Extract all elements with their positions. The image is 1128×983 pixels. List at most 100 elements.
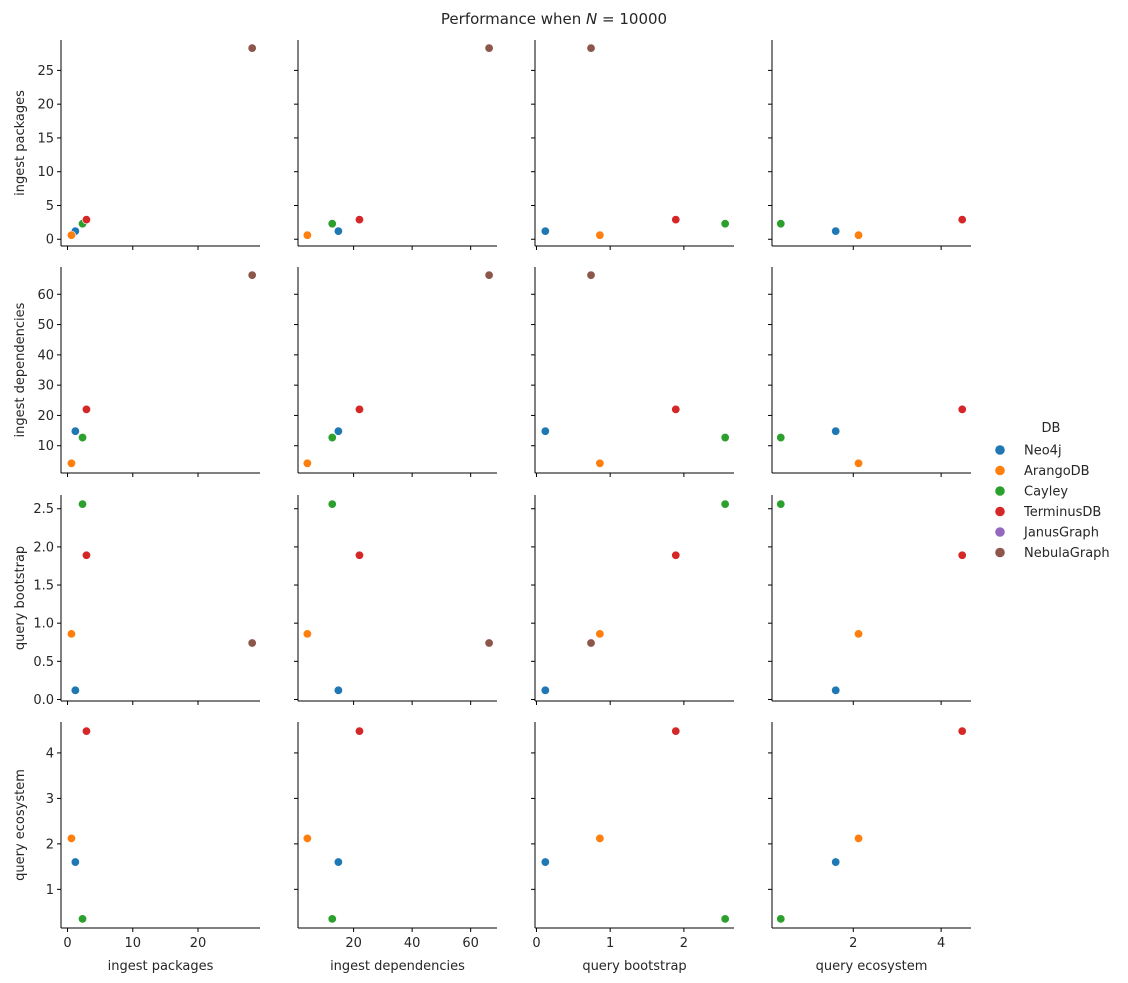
point-arangodb <box>302 833 312 843</box>
x-tick-label: 40 <box>404 936 421 951</box>
point-cayley <box>78 914 88 924</box>
y-tick-label: 1.0 <box>33 617 54 632</box>
point-neo4j <box>70 685 80 695</box>
point-neo4j <box>333 426 343 436</box>
point-arangodb <box>66 629 76 639</box>
legend-label-terminusdb: TerminusDB <box>1023 505 1101 520</box>
legend-marker-nebulagraph <box>995 547 1005 558</box>
point-terminusdb <box>671 215 681 225</box>
point-terminusdb <box>81 726 91 736</box>
point-arangodb <box>595 833 605 843</box>
point-terminusdb <box>671 404 681 414</box>
y-axis-label: query ecosystem <box>13 769 28 881</box>
point-terminusdb <box>671 726 681 736</box>
legend-marker-arangodb <box>995 465 1005 476</box>
point-nebulagraph <box>247 638 257 648</box>
point-terminusdb <box>81 404 91 414</box>
x-axis-label: query ecosystem <box>816 959 928 974</box>
y-tick-label: 25 <box>37 64 54 79</box>
y-tick-label: 1 <box>46 883 54 898</box>
panel-ingest-dependencies-vs-query-bootstrap <box>531 267 734 477</box>
x-tick-label: 0 <box>63 936 71 951</box>
point-arangodb <box>302 230 312 240</box>
legend-label-arangodb: ArangoDB <box>1024 464 1090 479</box>
point-nebulagraph <box>586 638 596 648</box>
point-terminusdb <box>354 215 364 225</box>
point-neo4j <box>333 685 343 695</box>
point-cayley <box>327 433 337 443</box>
point-cayley <box>720 433 730 443</box>
panel-ingest-packages-vs-query-bootstrap <box>531 40 734 250</box>
point-cayley <box>776 219 786 229</box>
panel-query-bootstrap-vs-query-bootstrap <box>531 495 734 705</box>
x-tick-label: 4 <box>937 936 945 951</box>
legend-label-cayley: Cayley <box>1024 485 1068 500</box>
point-terminusdb <box>957 404 967 414</box>
point-terminusdb <box>957 215 967 225</box>
y-tick-label: 4 <box>46 746 54 761</box>
point-neo4j <box>540 426 550 436</box>
point-arangodb <box>595 629 605 639</box>
legend-marker-janusgraph <box>995 527 1005 537</box>
point-cayley <box>776 499 786 509</box>
point-arangodb <box>854 629 864 639</box>
y-tick-label: 2 <box>46 837 54 852</box>
panel-query-bootstrap-vs-ingest-dependencies <box>294 495 497 705</box>
x-tick-label: 60 <box>462 936 479 951</box>
y-tick-label: 0.5 <box>33 655 54 670</box>
point-cayley <box>720 219 730 229</box>
y-tick-label: 10 <box>37 439 54 454</box>
point-terminusdb <box>354 550 364 560</box>
point-terminusdb <box>354 726 364 736</box>
point-terminusdb <box>354 404 364 414</box>
panel-query-ecosystem-vs-ingest-dependencies: 20 40 60 <box>294 722 497 951</box>
legend-label-neo4j: Neo4j <box>1024 444 1062 459</box>
legend-entries: Neo4j ArangoDB Cayley TerminusDB JanusGraph N… <box>995 444 1110 561</box>
point-neo4j <box>831 857 841 867</box>
point-cayley <box>78 433 88 443</box>
y-tick-label: 0 <box>46 233 54 248</box>
y-tick-label: 50 <box>37 318 54 333</box>
y-tick-label: 3 <box>46 792 54 807</box>
legend-title: DB <box>1042 421 1061 436</box>
point-arangodb <box>66 833 76 843</box>
x-tick-label: 10 <box>124 936 141 951</box>
point-arangodb <box>595 230 605 240</box>
y-tick-label: 2.5 <box>33 502 54 517</box>
point-terminusdb <box>671 550 681 560</box>
point-arangodb <box>854 230 864 240</box>
y-axis-label: query bootstrap <box>13 546 28 650</box>
point-terminusdb <box>81 550 91 560</box>
point-neo4j <box>540 685 550 695</box>
y-tick-label: 20 <box>37 409 54 424</box>
point-cayley <box>720 499 730 509</box>
point-arangodb <box>854 458 864 468</box>
point-arangodb <box>854 833 864 843</box>
y-tick-label: 15 <box>37 131 54 146</box>
x-axis-label: query bootstrap <box>582 959 686 974</box>
point-terminusdb <box>957 550 967 560</box>
legend-label-janusgraph: JanusGraph <box>1023 526 1099 541</box>
panel-ingest-packages-vs-ingest-dependencies <box>294 40 497 250</box>
x-tick-label: 1 <box>606 936 614 951</box>
y-tick-label: 2.0 <box>33 540 54 555</box>
point-cayley <box>776 914 786 924</box>
point-terminusdb <box>81 215 91 225</box>
point-neo4j <box>831 226 841 236</box>
panel-ingest-dependencies-vs-ingest-dependencies <box>294 267 497 477</box>
panel-ingest-dependencies-vs-query-ecosystem <box>768 267 971 477</box>
point-arangodb <box>595 458 605 468</box>
panel-query-ecosystem-vs-ingest-packages: 1 2 3 4 0 10 20 <box>46 722 260 951</box>
point-neo4j <box>540 226 550 236</box>
point-neo4j <box>70 857 80 867</box>
legend-marker-cayley <box>995 486 1005 496</box>
panel-ingest-packages-vs-query-ecosystem <box>768 40 971 250</box>
point-neo4j <box>333 226 343 236</box>
y-tick-label: 0.0 <box>33 693 54 708</box>
y-tick-label: 5 <box>46 199 54 214</box>
point-nebulagraph <box>247 43 257 53</box>
x-tick-label: 0 <box>532 936 540 951</box>
point-nebulagraph <box>484 638 494 648</box>
point-nebulagraph <box>247 270 257 280</box>
